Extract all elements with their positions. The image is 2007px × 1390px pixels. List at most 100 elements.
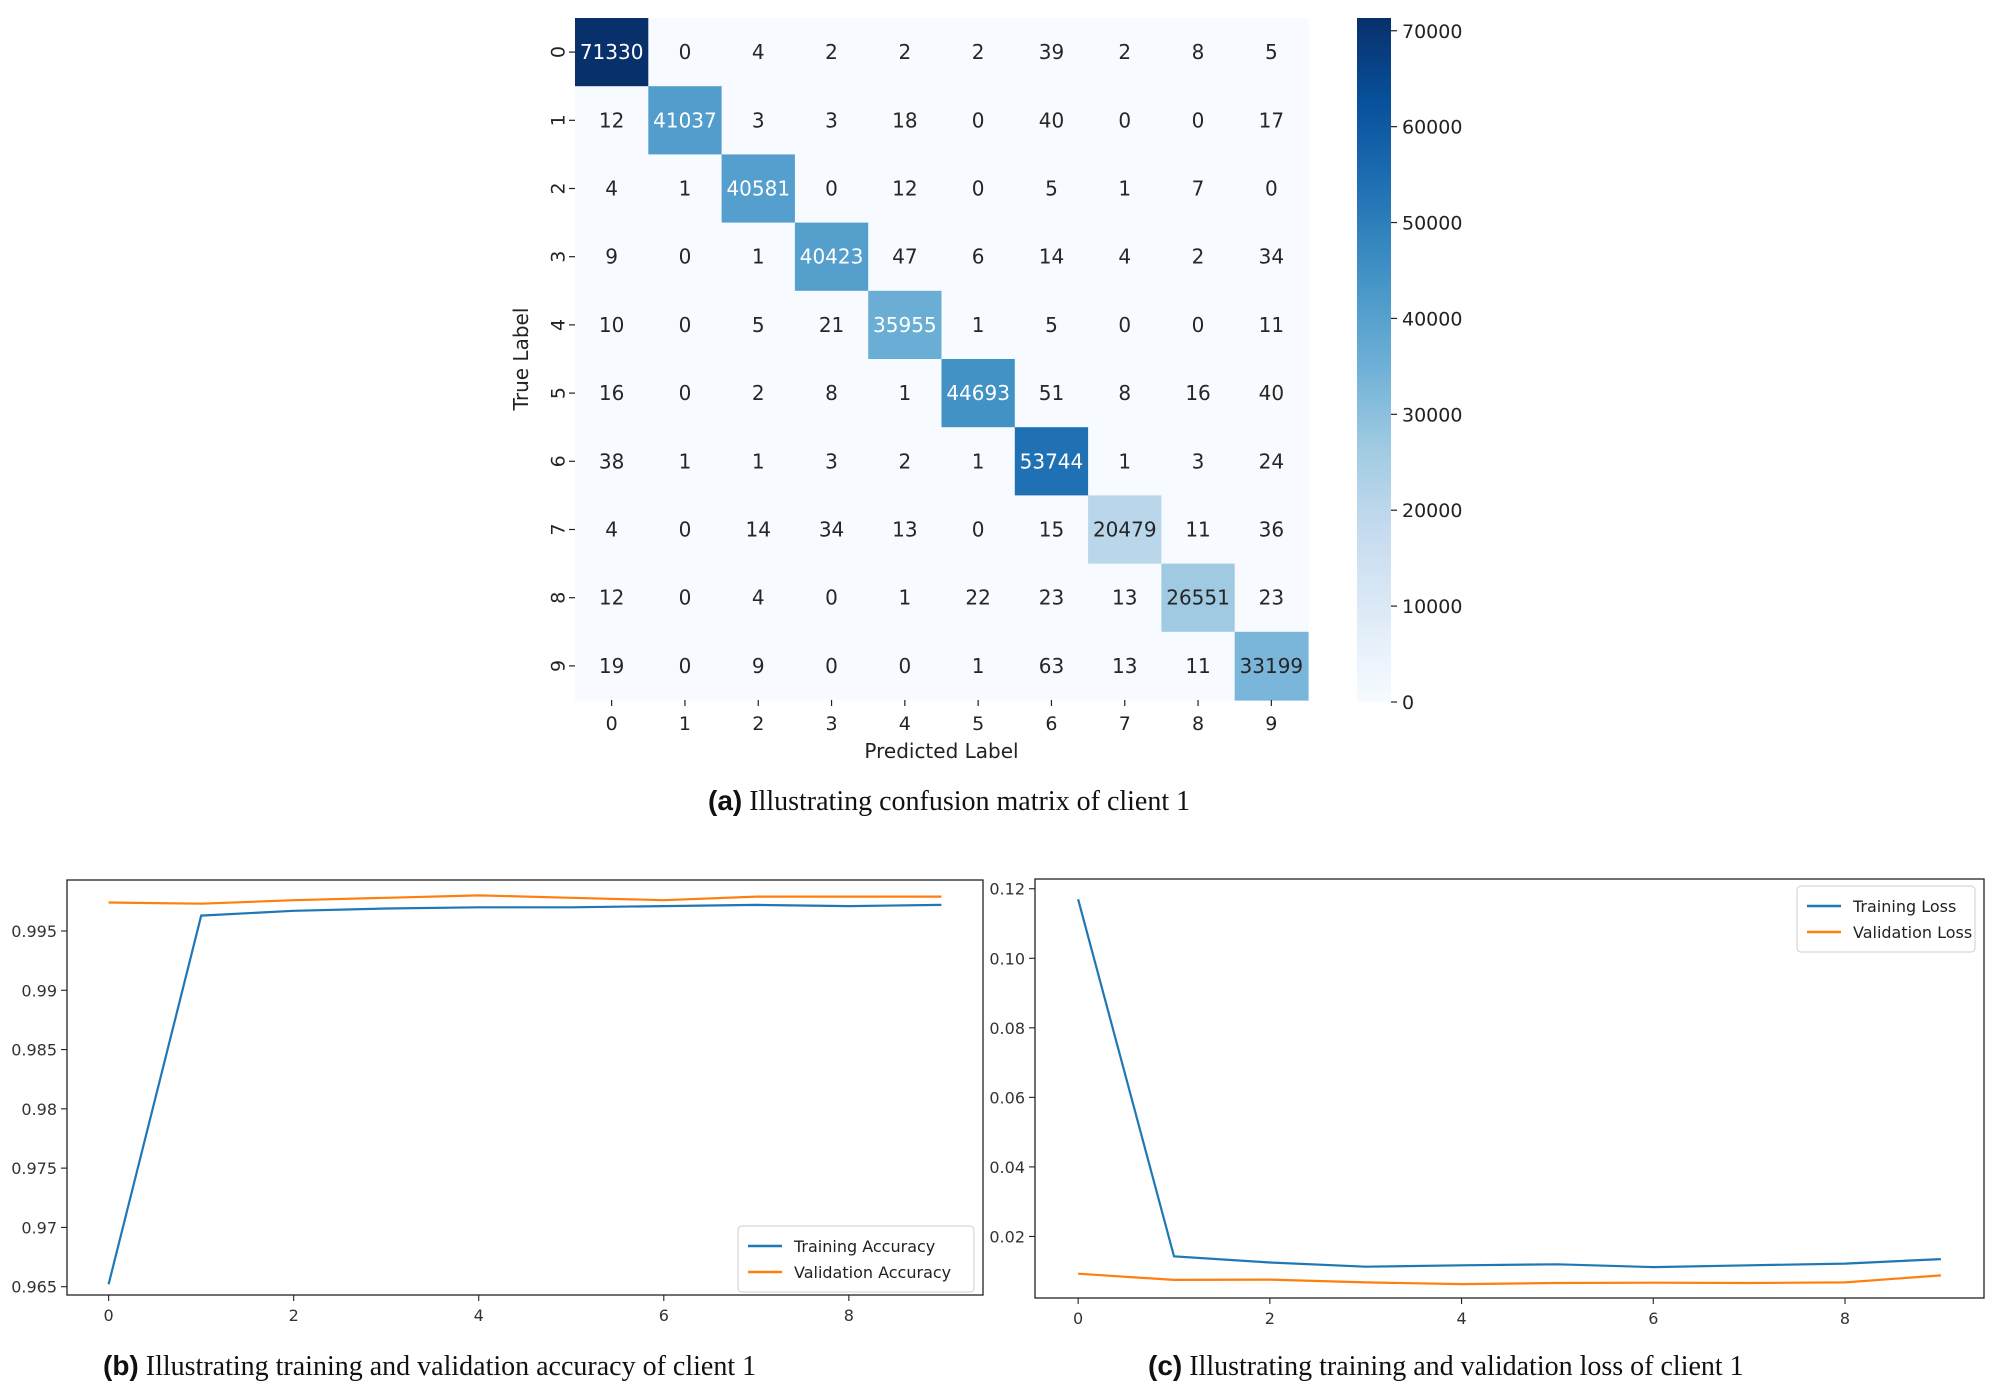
heatmap-cell [1161, 222, 1236, 292]
heatmap-cell-label: 5 [752, 313, 765, 337]
heatmap-cell [575, 154, 649, 224]
heatmap-cell-label: 51 [1039, 381, 1064, 405]
y-tick-label: 0.04 [989, 1158, 1025, 1177]
x-axis-label: Predicted Label [864, 739, 1018, 763]
heatmap-cell [575, 86, 649, 155]
y-tick-label: 9 [548, 660, 570, 672]
caption-b-text: Illustrating training and validation acc… [138, 1351, 757, 1382]
x-tick-label: 0 [104, 1306, 114, 1325]
heatmap-cell-label: 38 [599, 449, 624, 473]
y-tick-label: 0.98 [21, 1100, 57, 1119]
heatmap-cell [1234, 290, 1309, 360]
heatmap-cell-label: 2 [972, 40, 985, 64]
heatmap-cell [794, 495, 869, 565]
y-tick-label: 0.06 [989, 1088, 1025, 1107]
heatmap-cell-label: 1 [679, 177, 692, 201]
caption-c-tag: (c) [1148, 1350, 1183, 1381]
heatmap-cell-label: 1 [679, 449, 692, 473]
y-tick-label: 0.99 [21, 981, 57, 1000]
heatmap-cell-label: 40 [1259, 381, 1284, 405]
heatmap-cell [941, 631, 1016, 701]
heatmap-cell-label: 63 [1039, 654, 1064, 678]
caption-c-text: Illustrating training and validation los… [1182, 1351, 1744, 1382]
heatmap-cell [941, 563, 1016, 633]
heatmap-cell [941, 18, 1016, 87]
heatmap-cell-label: 4 [605, 518, 618, 542]
heatmap-cell-label: 3 [825, 449, 838, 473]
heatmap-cell [1014, 359, 1089, 428]
heatmap-cell-label: 44693 [946, 381, 1010, 405]
heatmap-cell-label: 40581 [726, 177, 790, 201]
heatmap-cell-label: 24 [1259, 449, 1284, 473]
heatmap-cell [721, 631, 796, 701]
heatmap-cell-label: 1 [1118, 177, 1131, 201]
heatmap-cell-label: 1 [1118, 449, 1131, 473]
heatmap-cell-label: 0 [825, 177, 838, 201]
heatmap-cell [575, 222, 649, 292]
y-tick-label: 0 [548, 46, 570, 58]
y-tick-label: 4 [548, 319, 570, 331]
heatmap-cell-label: 0 [825, 654, 838, 678]
heatmap-cell-label: 0 [679, 245, 692, 269]
heatmap-cell [1234, 154, 1309, 224]
heatmap-cell [721, 290, 796, 360]
heatmap-cell [1014, 631, 1089, 701]
caption-c: (c) Illustrating training and validation… [1148, 1350, 1744, 1383]
heatmap-cell [721, 86, 796, 155]
heatmap-cell-label: 0 [972, 108, 985, 132]
x-tick-label: 3 [826, 713, 838, 735]
heatmap-cell-label: 41037 [653, 108, 717, 132]
heatmap-cell-label: 12 [599, 108, 624, 132]
heatmap-cell [941, 427, 1016, 496]
heatmap-cell [648, 563, 723, 633]
heatmap-cell [794, 18, 869, 87]
heatmap-cell [868, 18, 943, 87]
legend-box [1796, 885, 1976, 953]
x-tick-label: 8 [844, 1306, 854, 1325]
heatmap-cell-label: 9 [605, 245, 618, 269]
heatmap-cell-label: 40 [1039, 108, 1064, 132]
heatmap-cell [575, 290, 649, 360]
heatmap-cell [1014, 18, 1089, 87]
heatmap-cell [1234, 359, 1309, 428]
x-tick-label: 7 [1119, 713, 1131, 735]
heatmap-cell [1161, 290, 1236, 360]
heatmap-cell-label: 2 [898, 40, 911, 64]
heatmap-cell [794, 563, 869, 633]
series-line-training [1077, 898, 1941, 1269]
colorbar-tick-label: 20000 [1402, 500, 1462, 522]
heatmap-cell [1014, 427, 1089, 496]
heatmap-cell-label: 1 [752, 449, 765, 473]
heatmap-cell [1234, 631, 1309, 701]
x-tick-label: 8 [1192, 713, 1204, 735]
heatmap-cell-label: 2 [1192, 245, 1205, 269]
heatmap-cell-label: 20479 [1093, 518, 1157, 542]
heatmap-cell [941, 222, 1016, 292]
heatmap-cell-label: 1 [972, 449, 985, 473]
heatmap-cell-label: 9 [752, 654, 765, 678]
heatmap-cell [868, 154, 943, 224]
x-tick-label: 2 [289, 1306, 299, 1325]
heatmap-cell [648, 18, 723, 87]
caption-a: (a) Illustrating confusion matrix of cli… [708, 785, 1190, 818]
y-tick-label: 0.965 [11, 1278, 57, 1297]
heatmap-cell [648, 290, 723, 360]
heatmap-cell [1234, 86, 1309, 155]
heatmap-cell [1088, 154, 1162, 224]
heatmap-cell-label: 1 [898, 586, 911, 610]
x-tick-label: 1 [679, 713, 691, 735]
heatmap-cell [1088, 18, 1162, 87]
colorbar-tick-label: 70000 [1402, 21, 1462, 43]
x-tick-label: 4 [474, 1306, 484, 1325]
heatmap-cell [1161, 631, 1236, 701]
colorbar-tick-label: 30000 [1402, 404, 1462, 426]
heatmap-cell-label: 0 [972, 518, 985, 542]
heatmap-cell [1161, 495, 1236, 565]
heatmap-cell-label: 18 [892, 108, 917, 132]
colorbar-fill [1357, 18, 1391, 702]
x-tick-label: 5 [972, 713, 984, 735]
heatmap-cell-label: 7 [1192, 177, 1205, 201]
heatmap-cell-label: 14 [1039, 245, 1064, 269]
y-tick-label: 5 [548, 387, 570, 399]
heatmap-cell-label: 40423 [800, 245, 864, 269]
